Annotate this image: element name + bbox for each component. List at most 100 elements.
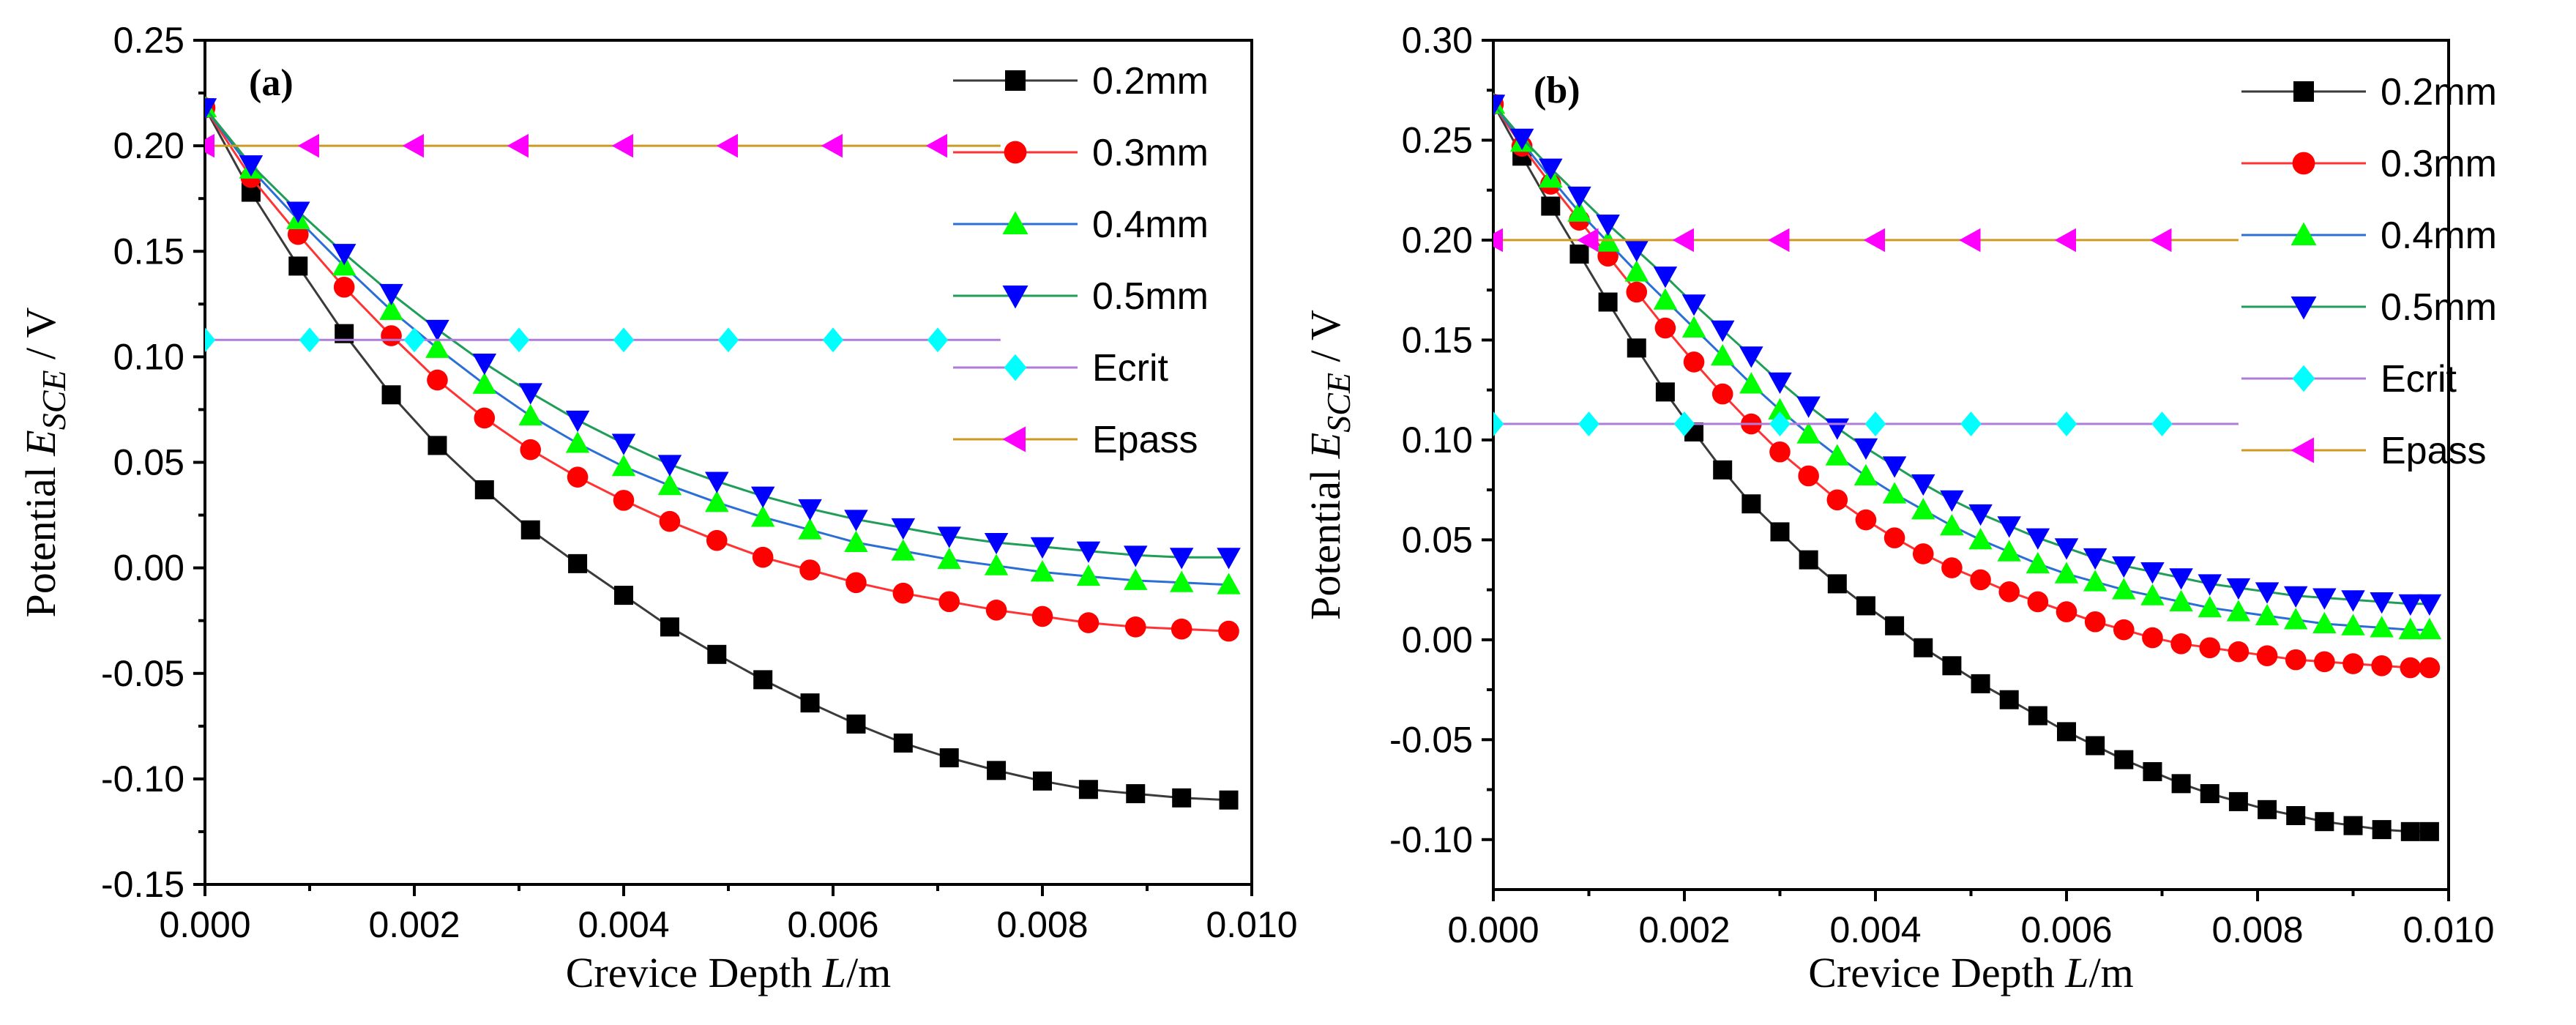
data-point: [1509, 128, 1534, 150]
data-point: [2341, 614, 2365, 636]
data-point: [2343, 816, 2363, 835]
data-point: [798, 499, 822, 521]
data-point: [800, 693, 820, 713]
data-point: [2150, 228, 2172, 253]
data-point: [508, 327, 530, 353]
legend-label: 0.2mm: [2381, 71, 2497, 113]
x-axis-title-prefix: Crevice Depth: [1808, 949, 2065, 996]
x-tick-label: 0.004: [578, 904, 669, 945]
data-point: [2142, 627, 2163, 649]
data-point: [239, 155, 264, 177]
data-point: [1569, 245, 1589, 264]
data-point: [428, 436, 447, 455]
legend-item: 0.4mm: [2241, 215, 2497, 257]
data-point: [1078, 612, 1100, 633]
data-point: [705, 471, 729, 493]
data-point: [1942, 656, 1962, 676]
data-point: [1627, 338, 1646, 358]
data-point: [1997, 540, 2021, 562]
data-point: [1968, 528, 1993, 550]
data-point: [2200, 783, 2220, 803]
y-tick-label: 0.20: [113, 125, 184, 166]
y-tick-label: 0.00: [1402, 619, 1473, 660]
data-point: [1798, 465, 1819, 487]
legend-label: 0.3mm: [2381, 143, 2497, 185]
legend-item: 0.3mm: [2241, 143, 2497, 185]
legend-item: Ecrit: [953, 347, 1169, 390]
legend-item: 0.3mm: [953, 132, 1209, 174]
data-point: [1970, 569, 1991, 591]
data-point: [1493, 411, 1504, 436]
data-point: [657, 473, 682, 496]
data-point: [205, 327, 216, 353]
data-point: [1941, 557, 1963, 578]
data-point: [297, 133, 319, 158]
data-point: [2226, 578, 2251, 600]
data-point: [1770, 522, 1790, 542]
legend-label: 0.3mm: [1092, 132, 1209, 174]
legend-marker: [1002, 286, 1028, 309]
data-point: [2056, 411, 2077, 436]
data-point: [2228, 791, 2248, 811]
y-axis-title-prefix: Potential: [1302, 458, 1349, 620]
data-point: [821, 133, 843, 158]
data-point: [750, 505, 775, 527]
legend-label: Epass: [2381, 430, 2487, 472]
data-point: [987, 761, 1007, 780]
data-point: [799, 559, 821, 581]
data-point: [2400, 821, 2420, 841]
y-axis-title-subscript: SCE: [1320, 373, 1357, 433]
data-point: [2312, 611, 2337, 633]
data-point: [2314, 651, 2335, 673]
data-point: [717, 327, 739, 353]
data-point: [567, 466, 589, 488]
data-point: [381, 385, 401, 405]
data-point: [1863, 228, 1885, 253]
data-point: [753, 670, 773, 690]
data-point: [2198, 574, 2222, 596]
data-point: [2112, 556, 2136, 578]
data-point: [299, 327, 321, 353]
legend-label: 0.4mm: [2381, 215, 2497, 257]
data-point: [1626, 281, 1648, 303]
data-point: [1796, 396, 1821, 418]
data-point: [657, 455, 682, 477]
data-point: [939, 748, 959, 768]
data-point: [1940, 513, 1964, 536]
data-point: [925, 133, 947, 158]
data-point: [1825, 444, 1850, 466]
data-point: [2419, 821, 2439, 841]
data-point: [2258, 800, 2277, 819]
legend-label: 0.5mm: [2381, 286, 2497, 329]
data-point: [2083, 548, 2108, 570]
series-0.4mm: [205, 95, 1241, 594]
data-point: [2026, 551, 2050, 574]
x-tick-label: 0.002: [368, 904, 460, 945]
data-point: [1577, 228, 1599, 253]
legend-item: Epass: [2241, 430, 2487, 472]
data-point: [1911, 498, 1935, 520]
x-tick-label: 0.004: [1829, 909, 1921, 950]
data-point: [2054, 228, 2076, 253]
data-point: [2169, 568, 2193, 590]
data-point: [937, 547, 961, 570]
data-point: [1124, 568, 1148, 590]
data-point: [2417, 617, 2442, 640]
data-point: [1826, 489, 1848, 511]
data-point: [2028, 706, 2047, 726]
data-point: [891, 539, 916, 561]
series-Epass: [205, 133, 1001, 158]
y-tick-label: 0.25: [113, 20, 184, 61]
y-tick-label: 0.10: [1402, 420, 1473, 461]
series-0.5mm: [1493, 94, 2442, 616]
series-0.2mm: [205, 98, 1239, 810]
y-tick-label: 0.15: [113, 231, 184, 272]
data-point: [984, 554, 1009, 575]
data-point: [2112, 578, 2136, 600]
data-point: [1219, 790, 1239, 810]
data-point: [892, 582, 914, 604]
data-point: [472, 372, 497, 394]
data-point: [613, 490, 635, 511]
data-point: [1567, 186, 1591, 209]
data-point: [2170, 633, 2192, 655]
